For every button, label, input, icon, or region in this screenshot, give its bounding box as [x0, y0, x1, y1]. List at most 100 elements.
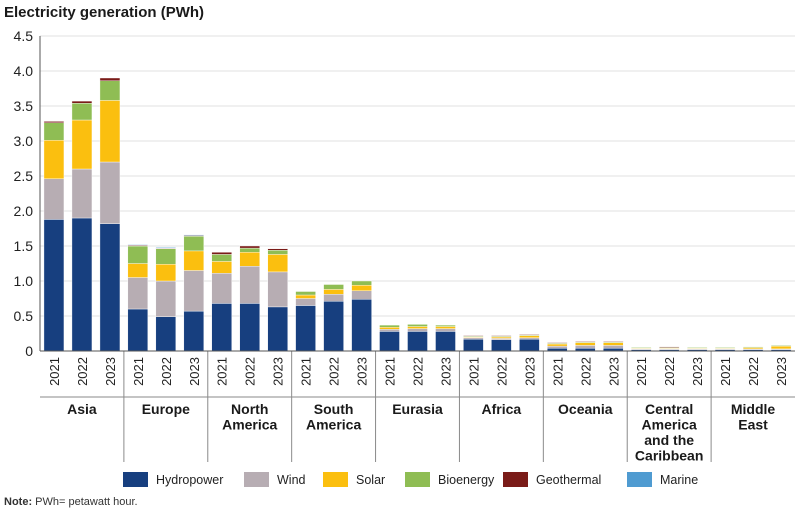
region-label: Oceania — [558, 401, 613, 417]
x-axis-year-labels: 2021 2022 2023 2021 2022 2023 2021 2022 2023 2021… — [47, 357, 789, 386]
legend-swatch-wind — [244, 472, 269, 487]
y-tick-label: 2.5 — [14, 168, 34, 184]
bar-hydropower-asia-2022 — [72, 218, 92, 351]
region-label: Caribbean — [635, 448, 703, 464]
bar-wind-asia-2021 — [44, 179, 64, 220]
bar-solar-eurasia-2022 — [408, 327, 428, 329]
bar-solar-oceania-2023 — [603, 343, 623, 346]
bar-geothermal-oceania-2023 — [603, 341, 623, 342]
bar-solar-asia-2022 — [72, 120, 92, 169]
bar-wind-africa-2022 — [491, 338, 511, 339]
bar-hydropower-south-america-2023 — [352, 299, 372, 351]
bar-wind-asia-2023 — [100, 162, 120, 224]
bar-geothermal-africa-2022 — [491, 336, 511, 337]
year-label: 2023 — [103, 357, 118, 386]
bar-hydropower-south-america-2021 — [296, 306, 316, 352]
bar-solar-africa-2023 — [519, 336, 539, 338]
bar-geothermal-africa-2023 — [519, 334, 539, 335]
bar-bioenergy-middle-east-2022 — [743, 347, 763, 348]
bar-bioenergy-asia-2021 — [44, 123, 64, 141]
bar-hydropower-europe-2023 — [184, 311, 204, 351]
legend-label-geothermal: Geothermal — [536, 473, 601, 487]
y-tick-label: 1.5 — [14, 238, 34, 254]
bar-geothermal-asia-2022 — [72, 101, 92, 103]
bar-wind-europe-2023 — [184, 271, 204, 312]
year-label: 2021 — [299, 357, 314, 386]
year-label: 2023 — [606, 357, 621, 386]
region-label: East — [738, 417, 768, 433]
bar-bioenergy-europe-2022 — [156, 249, 176, 264]
region-label: Asia — [67, 401, 97, 417]
bar-solar-eurasia-2023 — [436, 327, 456, 329]
year-label: 2021 — [718, 357, 733, 386]
bar-solar-asia-2023 — [100, 100, 120, 162]
bar-geothermal-north-america-2022 — [240, 246, 260, 248]
bar-bioenergy-north-america-2021 — [212, 254, 232, 261]
electricity-generation-chart: Electricity generation (PWh) 4.54.03.53.… — [0, 0, 800, 513]
bar-wind-asia-2022 — [72, 169, 92, 218]
bar-wind-south-america-2022 — [324, 294, 344, 301]
bar-bioenergy-europe-2021 — [128, 246, 148, 264]
legend-swatch-bioenergy — [405, 472, 430, 487]
bar-solar-asia-2021 — [44, 140, 64, 179]
bars — [44, 78, 791, 351]
legend-label-wind: Wind — [277, 473, 306, 487]
legend-label-solar: Solar — [356, 473, 385, 487]
bar-wind-south-america-2023 — [352, 291, 372, 299]
year-label: 2022 — [746, 357, 761, 386]
bar-bioenergy-asia-2022 — [72, 103, 92, 120]
bar-geothermal-north-america-2021 — [212, 252, 232, 254]
bar-bioenergy-central-america-and-the-caribbean-2021 — [631, 348, 651, 349]
bar-hydropower-africa-2021 — [463, 339, 483, 351]
chart-title: Electricity generation (PWh) — [4, 4, 204, 21]
bar-wind-north-america-2021 — [212, 273, 232, 303]
bar-hydropower-north-america-2023 — [268, 307, 288, 351]
bar-marine-europe-2021 — [128, 245, 148, 246]
year-label: 2023 — [355, 357, 370, 386]
year-label: 2022 — [578, 357, 593, 386]
y-tick-label: 0 — [25, 343, 33, 359]
bar-hydropower-north-america-2022 — [240, 303, 260, 351]
bar-solar-south-america-2022 — [324, 289, 344, 294]
year-label: 2022 — [75, 357, 90, 386]
footnote: Note: PWh= petawatt hour. — [4, 496, 138, 508]
bar-hydropower-eurasia-2023 — [436, 331, 456, 351]
bar-solar-south-america-2021 — [296, 295, 316, 299]
year-label: 2023 — [522, 357, 537, 386]
bar-solar-europe-2022 — [156, 264, 176, 281]
legend-swatch-solar — [323, 472, 348, 487]
bar-hydropower-asia-2023 — [100, 224, 120, 351]
y-tick-label: 4.0 — [14, 63, 34, 79]
bar-wind-africa-2023 — [519, 338, 539, 339]
year-label: 2023 — [439, 357, 454, 386]
bar-wind-africa-2021 — [463, 338, 483, 339]
bar-wind-oceania-2021 — [547, 346, 567, 348]
region-label: Central — [645, 401, 693, 417]
region-label: America — [642, 417, 697, 433]
bar-solar-south-america-2023 — [352, 285, 372, 291]
bar-solar-africa-2022 — [491, 337, 511, 338]
region-label: South — [314, 401, 354, 417]
y-tick-label: 2.0 — [14, 203, 34, 219]
bar-solar-middle-east-2023 — [771, 346, 791, 349]
region-label: Europe — [142, 401, 190, 417]
bar-geothermal-asia-2023 — [100, 78, 120, 81]
bar-solar-north-america-2022 — [240, 252, 260, 266]
bar-wind-oceania-2023 — [603, 345, 623, 348]
y-tick-label: 1.0 — [14, 273, 34, 289]
bar-hydropower-africa-2022 — [491, 340, 511, 351]
legend-label-marine: Marine — [660, 473, 698, 487]
bar-bioenergy-north-america-2022 — [240, 248, 260, 252]
region-label: Eurasia — [392, 401, 443, 417]
bar-hydropower-north-america-2021 — [212, 303, 232, 351]
region-label: America — [222, 417, 277, 433]
year-label: 2021 — [47, 357, 62, 386]
bar-solar-oceania-2021 — [547, 344, 567, 346]
year-label: 2023 — [690, 357, 705, 386]
bar-hydropower-europe-2021 — [128, 309, 148, 351]
bar-wind-eurasia-2022 — [408, 329, 428, 332]
legend-swatch-geothermal — [503, 472, 528, 487]
year-label: 2021 — [634, 357, 649, 386]
axes — [40, 36, 795, 462]
bar-bioenergy-south-america-2023 — [352, 281, 372, 285]
